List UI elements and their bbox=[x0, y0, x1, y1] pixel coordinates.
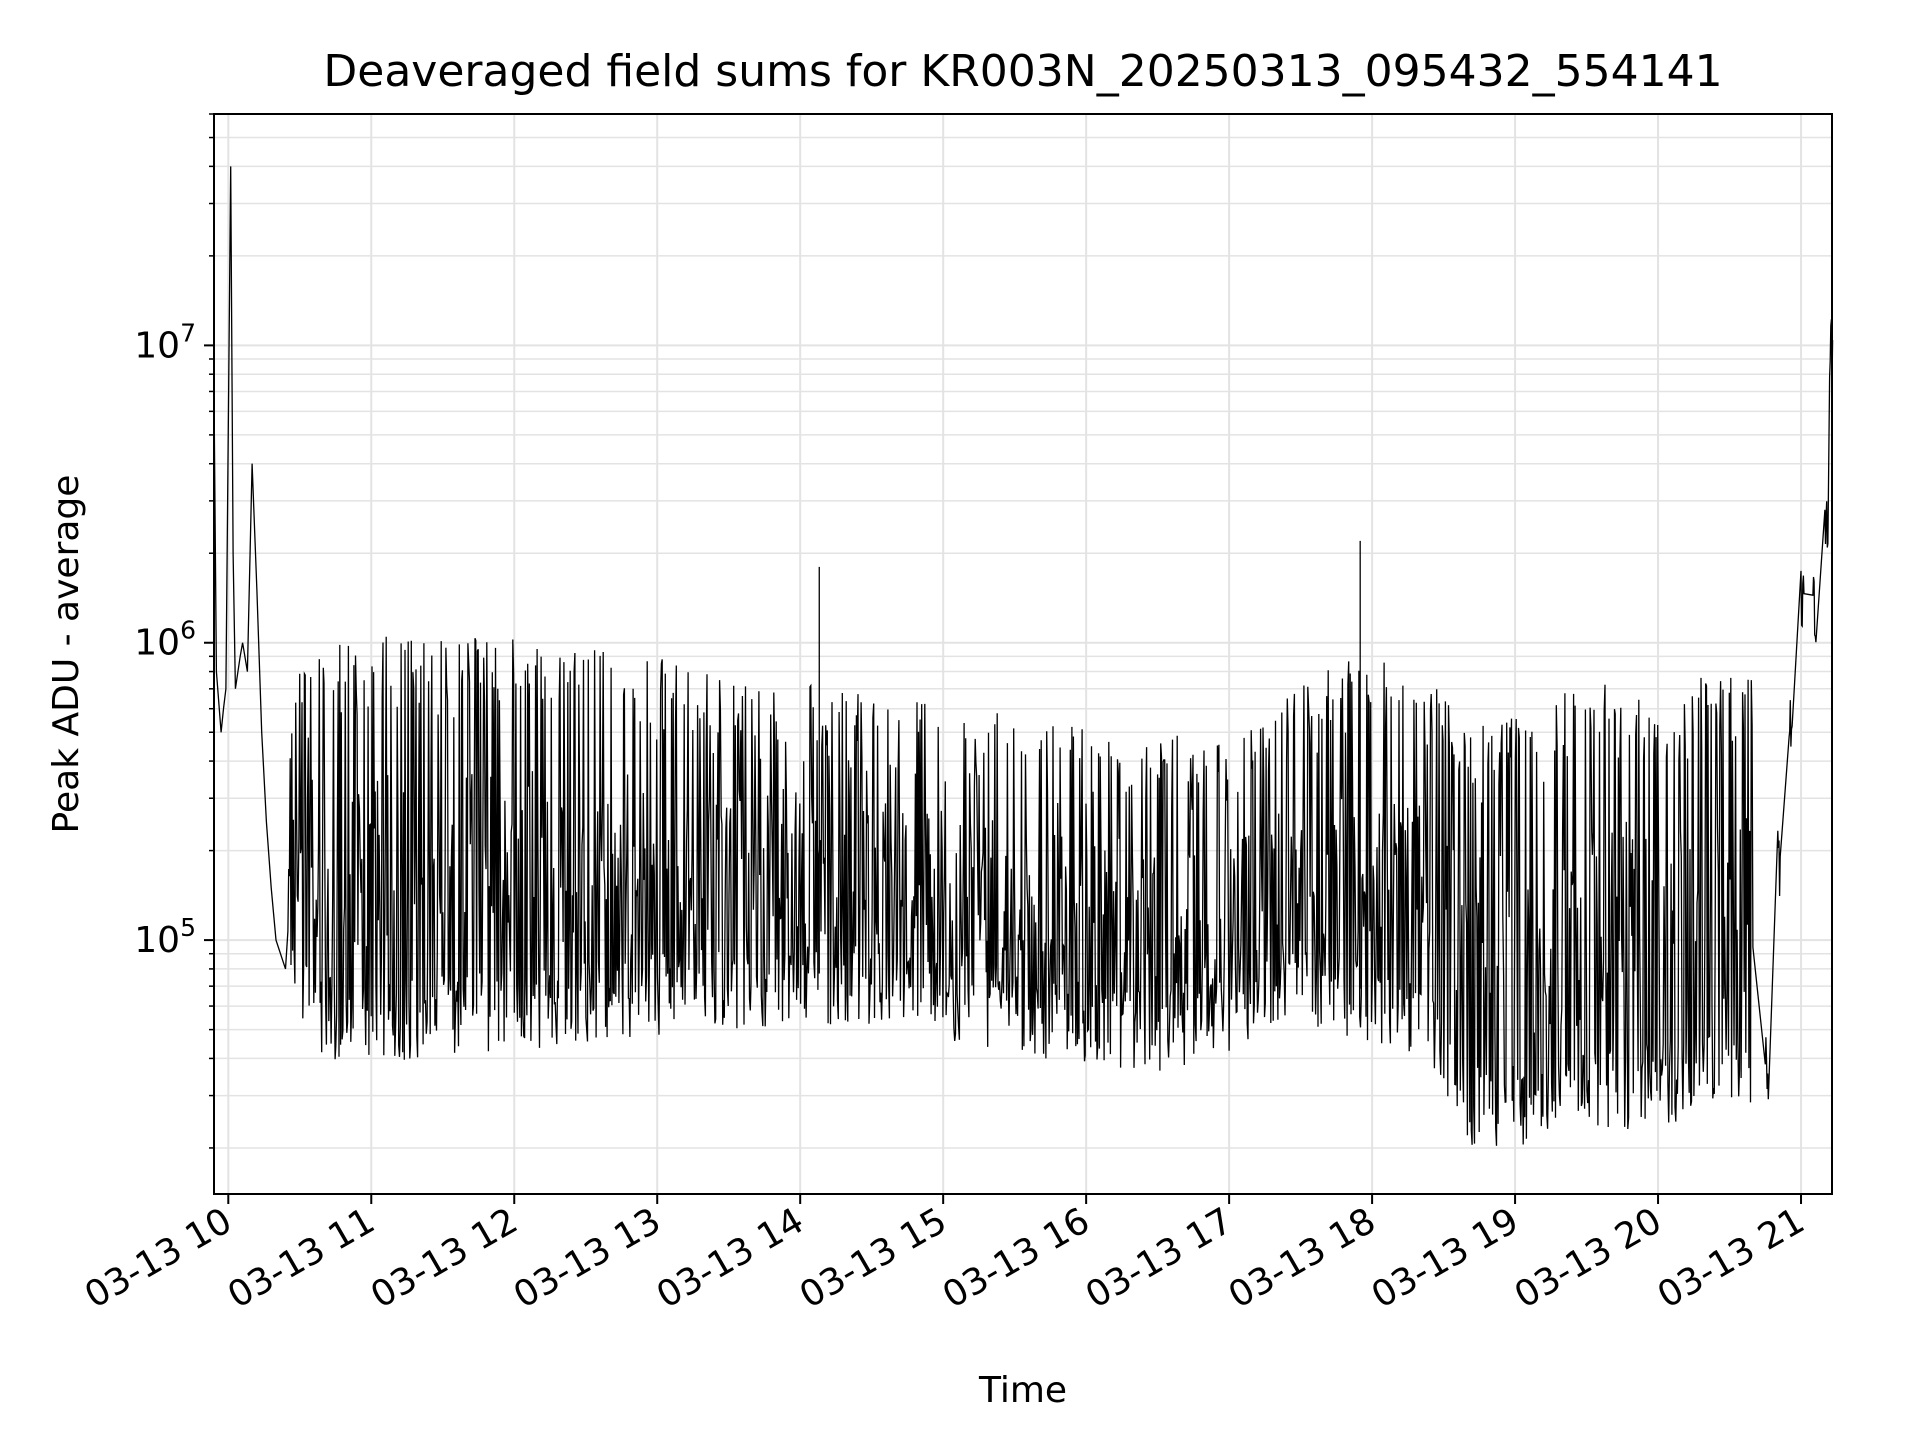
x-axis-label: Time bbox=[978, 1370, 1067, 1411]
y-axis-label: Peak ADU - average bbox=[46, 475, 87, 834]
y-tick-label: 107 bbox=[134, 318, 196, 366]
series-line bbox=[213, 166, 1834, 1146]
plot-frame bbox=[213, 113, 1833, 1195]
chart-title: Deaveraged field sums for KR003N_2025031… bbox=[323, 46, 1722, 97]
data-layer bbox=[213, 166, 1834, 1146]
y-tick-label: 105 bbox=[134, 913, 196, 961]
y-tick-label: 106 bbox=[134, 616, 196, 664]
